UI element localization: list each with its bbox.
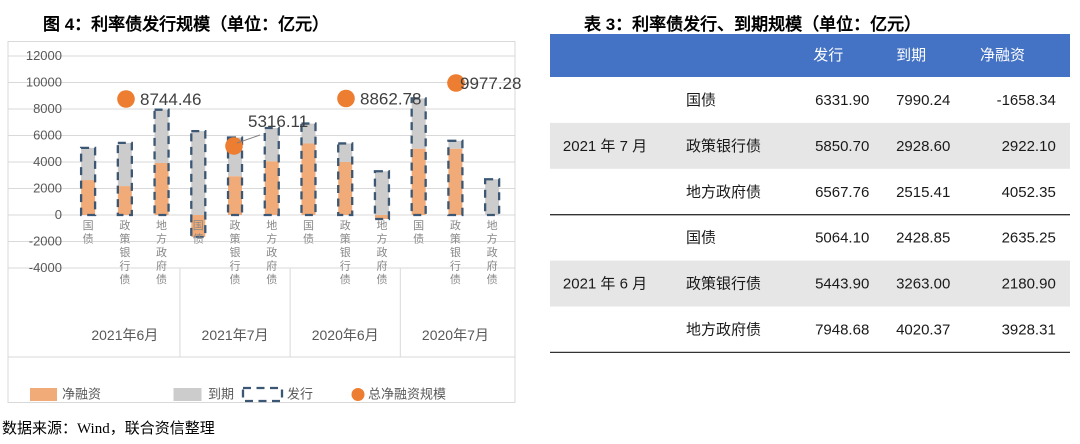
svg-text:8862.78: 8862.78 xyxy=(360,90,421,109)
svg-text:地方政府债: 地方政府债 xyxy=(156,219,167,286)
svg-text:政策银行债: 政策银行债 xyxy=(119,218,130,286)
svg-text:2515.41: 2515.41 xyxy=(896,184,950,201)
svg-text:8744.46: 8744.46 xyxy=(140,90,201,109)
svg-text:5850.70: 5850.70 xyxy=(815,138,869,155)
svg-text:2000: 2000 xyxy=(33,181,62,196)
svg-text:3263.00: 3263.00 xyxy=(896,276,950,293)
svg-text:8000: 8000 xyxy=(33,101,62,116)
svg-text:7990.24: 7990.24 xyxy=(896,92,950,109)
svg-text:6331.90: 6331.90 xyxy=(815,92,869,109)
svg-text:7948.68: 7948.68 xyxy=(815,321,869,338)
svg-text:4020.37: 4020.37 xyxy=(896,321,950,338)
svg-text:政策银行债: 政策银行债 xyxy=(340,218,351,286)
svg-text:2922.10: 2922.10 xyxy=(1002,138,1056,155)
svg-text:6000: 6000 xyxy=(33,128,62,143)
svg-text:地方政府债: 地方政府债 xyxy=(376,219,387,286)
svg-text:到期: 到期 xyxy=(208,387,234,402)
svg-text:2635.25: 2635.25 xyxy=(1002,230,1056,247)
svg-text:政策银行债: 政策银行债 xyxy=(230,218,241,286)
svg-text:2021年6月: 2021年6月 xyxy=(91,327,158,343)
svg-text:政策银行债: 政策银行债 xyxy=(686,276,761,293)
svg-text:政策银行债: 政策银行债 xyxy=(450,218,461,286)
svg-text:3928.31: 3928.31 xyxy=(1002,321,1056,338)
svg-text:2428.85: 2428.85 xyxy=(896,230,950,247)
svg-text:5064.10: 5064.10 xyxy=(815,230,869,247)
svg-text:12000: 12000 xyxy=(26,48,62,63)
svg-text:净融资: 净融资 xyxy=(62,387,101,402)
svg-text:地方政府债: 地方政府债 xyxy=(266,219,277,286)
svg-text:2021 年 7 月: 2021 年 7 月 xyxy=(563,138,647,155)
svg-text:9977.28: 9977.28 xyxy=(460,74,521,93)
svg-text:2021 年 6 月: 2021 年 6 月 xyxy=(563,276,647,293)
svg-text:国债: 国债 xyxy=(686,92,716,109)
svg-text:净融资: 净融资 xyxy=(980,47,1025,64)
svg-text:6567.76: 6567.76 xyxy=(815,184,869,201)
svg-text:地方政府债: 地方政府债 xyxy=(686,184,761,201)
svg-text:2180.90: 2180.90 xyxy=(1002,276,1056,293)
svg-text:2020年6月: 2020年6月 xyxy=(312,327,379,343)
svg-text:2928.60: 2928.60 xyxy=(896,138,950,155)
svg-text:到期: 到期 xyxy=(896,47,926,64)
svg-text:发行: 发行 xyxy=(287,387,313,402)
svg-text:4000: 4000 xyxy=(33,154,62,169)
svg-text:发行: 发行 xyxy=(813,47,843,64)
svg-text:-1658.34: -1658.34 xyxy=(997,92,1056,109)
svg-text:地方政府债: 地方政府债 xyxy=(686,321,761,338)
svg-text:5443.90: 5443.90 xyxy=(815,276,869,293)
svg-text:政策银行债: 政策银行债 xyxy=(686,138,761,155)
svg-text:地方政府债: 地方政府债 xyxy=(487,219,498,286)
svg-text:10000: 10000 xyxy=(26,75,62,90)
svg-text:总净融资规模: 总净融资规模 xyxy=(368,387,446,402)
svg-text:2021年7月: 2021年7月 xyxy=(202,327,269,343)
svg-text:国债: 国债 xyxy=(686,230,716,247)
svg-text:-4000: -4000 xyxy=(29,260,62,275)
svg-text:5316.11: 5316.11 xyxy=(248,112,308,131)
svg-text:0: 0 xyxy=(55,207,62,222)
svg-text:4052.35: 4052.35 xyxy=(1002,184,1056,201)
svg-text:-2000: -2000 xyxy=(29,234,62,249)
svg-text:2020年7月: 2020年7月 xyxy=(422,327,489,343)
